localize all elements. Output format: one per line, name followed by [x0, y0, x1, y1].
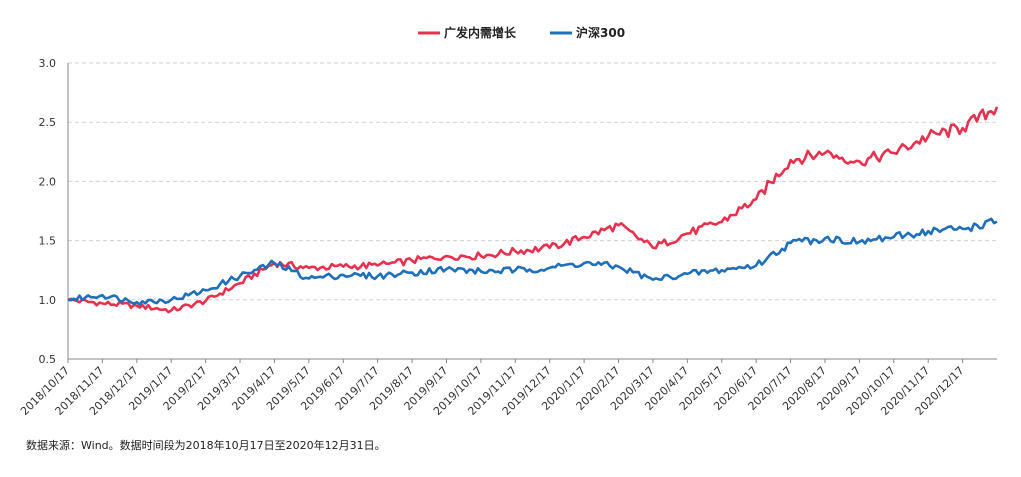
series-lines: [67, 106, 999, 314]
series-line-fund: [67, 106, 999, 314]
source-footnote: 数据来源：Wind。数据时间段为2018年10月17日至2020年12月31日。: [26, 439, 386, 452]
y-axis-ticks: 3.0 2.5 2.0 1.5 1.0 0.5: [39, 57, 57, 366]
y-tick-label: 3.0: [39, 57, 57, 70]
series-line-index: [67, 217, 998, 306]
legend: 广发内需增长 沪深300: [418, 25, 625, 40]
legend-label-index: 沪深300: [576, 25, 625, 40]
y-tick-label: 1.5: [39, 235, 57, 248]
axes: [67, 63, 997, 360]
y-tick-label: 2.5: [39, 116, 57, 129]
grid-lines: [68, 62, 997, 301]
y-tick-label: 0.5: [39, 353, 57, 366]
y-tick-label: 2.0: [39, 175, 57, 188]
x-axis-ticks: 2018/10/172018/11/172018/12/172019/1/172…: [18, 359, 967, 418]
legend-label-fund: 广发内需增长: [444, 25, 517, 40]
y-tick-label: 1.0: [39, 294, 57, 307]
